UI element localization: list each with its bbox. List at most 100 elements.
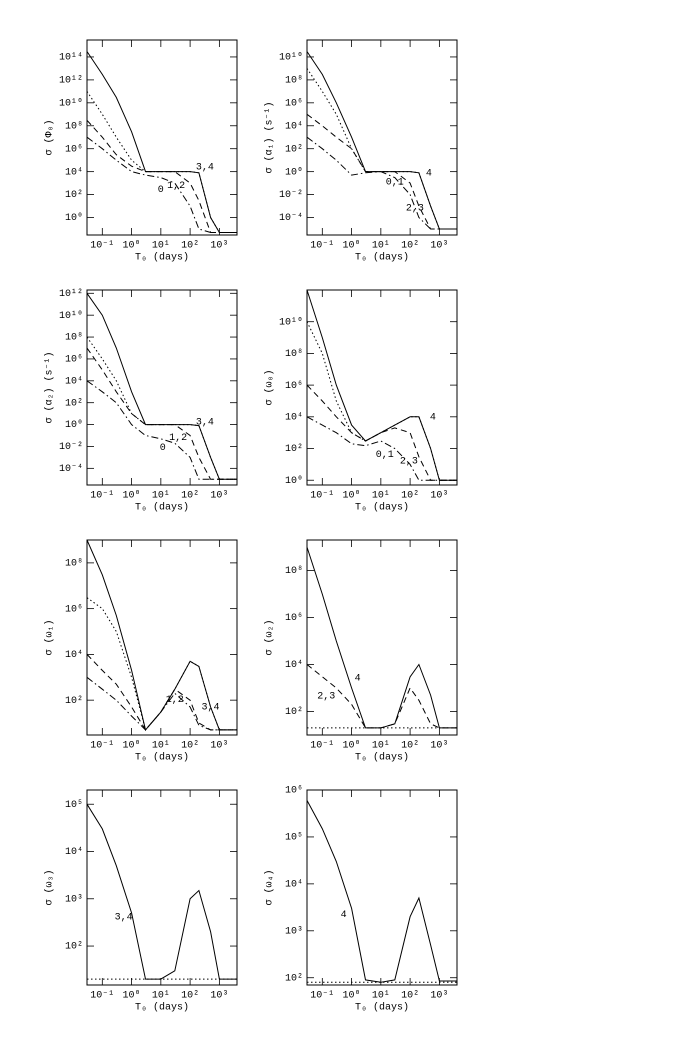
x-tick-label: 10⁻¹ [90,741,114,752]
curve [306,416,457,481]
x-tick-label: 10³ [430,991,448,1002]
curve-label: 2,3 [317,692,335,703]
y-tick-label: 10⁸ [65,121,83,132]
y-tick-label: 10² [285,144,303,155]
x-tick-label: 10³ [210,491,228,502]
y-axis-label: σ (ω₂) [264,619,276,655]
x-tick-label: 10³ [430,241,448,252]
y-tick-label: 10⁶ [285,381,303,392]
x-tick-label: 10⁰ [343,990,361,1002]
y-axis-label: σ (ω₃) [44,869,56,905]
x-tick-label: 10² [401,241,419,252]
y-tick-label: 10⁶ [65,355,83,366]
curve [86,380,237,480]
y-tick-label: 10⁰ [65,419,83,431]
y-tick-label: 10⁻² [279,190,303,201]
y-tick-label: 10⁻² [59,442,83,453]
curve-label: 4 [426,168,432,179]
curve [86,336,237,480]
curve-label: 1,2 [169,433,187,444]
curve [306,289,457,481]
x-tick-label: 10² [181,741,199,752]
x-tick-label: 10¹ [372,741,390,752]
y-tick-label: 10¹⁰ [59,310,83,322]
x-tick-label: 10³ [210,741,228,752]
y-tick-label: 10¹⁰ [279,52,303,64]
curve-label: 2,3 [400,456,418,467]
x-tick-label: 10⁻¹ [310,991,334,1002]
y-tick-label: 10⁴ [65,166,83,178]
x-tick-label: 10³ [430,741,448,752]
curve [86,676,237,731]
y-tick-label: 10⁴ [285,120,303,132]
x-tick-label: 10³ [430,491,448,502]
panel: 10⁻¹ 10⁰ 10¹ 10² 10³ 10⁻⁴ 10⁻² 10⁰ 10² 10⁴ 10⁶ 10⁸ 1… [44,289,238,514]
curve-label: 2,3 [406,204,424,215]
curve [86,654,237,731]
x-tick-label: 10² [401,741,419,752]
curve-label: 4 [430,412,436,423]
x-axis-label: T₀ (days) [355,1002,409,1014]
curve [306,113,457,230]
y-axis-label: σ (ω₁) [44,619,56,655]
panel: 10⁻¹ 10⁰ 10¹ 10² 10³ 10² 10⁴ 10⁶ 10⁸ T₀ (days) σ (… [44,539,238,764]
x-tick-label: 10⁰ [343,490,361,502]
y-tick-label: 10⁴ [285,411,303,423]
y-tick-label: 10⁶ [65,144,83,155]
x-tick-label: 10¹ [372,991,390,1002]
y-tick-label: 10¹² [59,76,83,87]
curve-label: 0 [158,185,164,196]
curve-label: 0,1 [386,177,404,188]
y-axis-label: σ (α₂) (s⁻¹) [44,351,56,423]
x-axis-label: T₀ (days) [355,752,409,764]
panel: 10⁻¹ 10⁰ 10¹ 10² 10³ 10² 10⁴ 10⁶ 10⁸ T₀ (days) σ (… [264,539,458,764]
panel: 10⁻¹ 10⁰ 10¹ 10² 10³ 10⁰ 10² 10⁴ 10⁶ 10⁸ 10¹⁰ T₀ (d… [264,289,458,514]
x-tick-label: 10¹ [372,491,390,502]
curve [306,800,457,983]
panel: 10⁻¹ 10⁰ 10¹ 10² 10³ 10² 10³ 10⁴ 10⁵ 10⁶ T₀ (days)… [264,786,458,1014]
x-tick-label: 10¹ [152,241,170,252]
x-axis-label: T₀ (days) [135,1002,189,1014]
plot-frame [306,39,458,236]
curve [86,347,237,480]
curve-label: 0 [160,443,166,454]
x-tick-label: 10³ [210,991,228,1002]
y-tick-label: 10⁻⁴ [59,463,83,475]
curve-label: 0,1 [376,450,394,461]
curve [306,546,457,729]
y-tick-label: 10⁰ [285,475,303,487]
curve [306,664,457,729]
curve [86,91,237,233]
x-tick-label: 10² [181,241,199,252]
x-tick-label: 10⁰ [123,990,141,1002]
x-tick-label: 10⁰ [123,740,141,752]
y-tick-label: 10⁸ [65,333,83,344]
curve [86,539,237,731]
curve-label: 4 [355,674,361,685]
plot-frame [86,289,238,486]
panel: 10⁻¹ 10⁰ 10¹ 10² 10³ 10⁰ 10² 10⁴ 10⁶ 10⁸ 10¹⁰ 10¹² 1… [44,39,238,264]
panel: 10⁻¹ 10⁰ 10¹ 10² 10³ 10⁻⁴ 10⁻² 10⁰ 10² 10⁴ 10⁶ 10⁸ 1… [264,39,458,264]
plot-frame [306,539,458,736]
y-tick-label: 10⁶ [285,786,303,797]
y-axis-label: σ (Φ₀) [44,119,56,155]
y-tick-label: 10⁴ [285,879,303,891]
x-tick-label: 10² [401,991,419,1002]
y-tick-label: 10² [285,973,303,984]
x-axis-label: T₀ (days) [135,752,189,764]
x-tick-label: 10⁻¹ [310,241,334,252]
x-tick-label: 10² [401,491,419,502]
panel: 10⁻¹ 10⁰ 10¹ 10² 10³ 10² 10³ 10⁴ 10⁵ T₀ (days) σ (… [44,789,238,1014]
plot-frame [86,789,238,986]
y-tick-label: 10⁻⁴ [279,212,303,224]
plot-frame [306,289,458,486]
x-tick-label: 10⁻¹ [310,491,334,502]
y-tick-label: 10⁰ [65,212,83,224]
x-axis-label: T₀ (days) [355,502,409,514]
y-tick-label: 10³ [285,926,303,937]
y-tick-label: 10³ [65,894,83,905]
x-tick-label: 10³ [210,241,228,252]
x-tick-label: 10⁻¹ [310,741,334,752]
